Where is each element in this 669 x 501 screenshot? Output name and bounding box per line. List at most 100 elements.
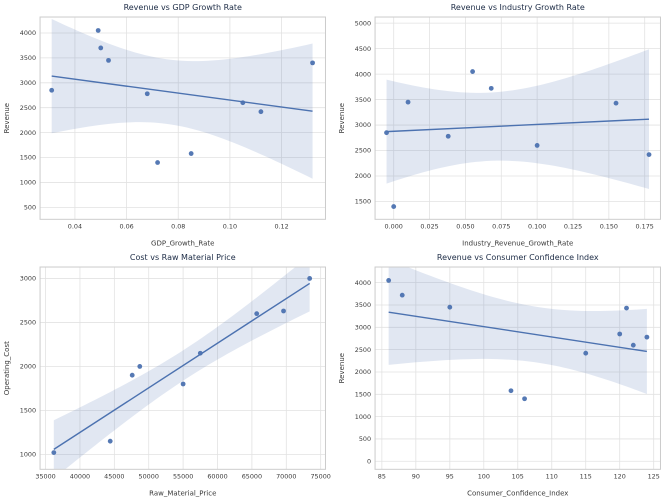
x-tick-label: 0.150 — [599, 222, 617, 230]
chart-canvas: 0.000 0.025 0.050 0.075 0.100 0.125 0.150 0.175… — [335, 0, 669, 250]
y-tick-label: 3000 — [354, 324, 370, 332]
x-tick-label: 0.12 — [274, 222, 288, 230]
y-tick-label: 1000 — [20, 451, 36, 459]
x-axis-label: GDP_Growth_Rate — [151, 238, 214, 247]
data-point — [470, 69, 475, 74]
data-point — [624, 306, 629, 311]
x-tick-label: 60000 — [207, 473, 227, 481]
x-tick-label: 0.08 — [171, 222, 185, 230]
data-point — [630, 343, 635, 348]
x-tick-label: 0.050 — [456, 222, 474, 230]
x-tick-label: 125 — [647, 473, 659, 481]
x-tick-label: 0.100 — [527, 222, 545, 230]
x-tick-label: 0.10 — [223, 222, 237, 230]
data-point — [646, 152, 651, 157]
y-tick-label: 3500 — [20, 54, 36, 62]
y-tick-label: 2500 — [20, 319, 36, 327]
y-tick-label: 3000 — [20, 275, 36, 283]
data-point — [108, 439, 113, 444]
y-tick-label: 3500 — [354, 302, 370, 310]
y-tick-label: 4000 — [20, 29, 36, 37]
data-point — [583, 351, 588, 356]
y-tick-label: 2000 — [20, 363, 36, 371]
x-axis-label: Industry_Revenue_Growth_Rate — [462, 238, 573, 247]
y-tick-label: 2000 — [354, 369, 370, 377]
x-tick-label: 0.175 — [635, 222, 653, 230]
y-tick-label: 1500 — [354, 198, 370, 206]
data-point — [488, 86, 493, 91]
data-point — [98, 46, 103, 51]
x-tick-label: 70000 — [276, 473, 296, 481]
x-tick-label: 95 — [445, 473, 453, 481]
data-point — [445, 134, 450, 139]
x-tick-label: 0.06 — [119, 222, 133, 230]
data-point — [254, 312, 259, 317]
y-tick-label: 1000 — [354, 413, 370, 421]
y-tick-label: 4000 — [354, 70, 370, 78]
data-point — [613, 101, 618, 106]
data-point — [310, 60, 315, 65]
y-tick-label: 2500 — [20, 104, 36, 112]
y-tick-label: 5000 — [354, 19, 370, 27]
data-point — [534, 143, 539, 148]
y-tick-label: 2500 — [354, 346, 370, 354]
data-point — [49, 88, 54, 93]
x-tick-label: 100 — [477, 473, 489, 481]
y-axis-label: Revenue — [337, 103, 346, 133]
y-tick-label: 3500 — [354, 96, 370, 104]
x-tick-label: 90 — [411, 473, 419, 481]
data-point — [106, 58, 111, 63]
y-tick-label: 2000 — [20, 129, 36, 137]
chart-revenue-vs-industry-growth: 0.000 0.025 0.050 0.075 0.100 0.125 0.150 0.175… — [335, 0, 669, 250]
y-tick-label: 500 — [358, 436, 370, 444]
y-tick-label: 1500 — [20, 407, 36, 415]
data-point — [405, 100, 410, 105]
x-tick-label: 0.04 — [68, 222, 82, 230]
data-point — [617, 332, 622, 337]
x-tick-label: 0.125 — [563, 222, 581, 230]
y-axis-label: Revenue — [2, 103, 11, 133]
x-tick-label: 40000 — [70, 473, 90, 481]
y-tick-label: 1500 — [20, 154, 36, 162]
y-tick-label: 4500 — [354, 45, 370, 53]
x-axis-label: Raw_Material_Price — [149, 489, 216, 498]
x-tick-label: 110 — [545, 473, 557, 481]
data-point — [259, 109, 264, 114]
y-tick-label: 2000 — [354, 172, 370, 180]
data-point — [240, 100, 245, 105]
chart-title: Revenue vs GDP Growth Rate — [124, 3, 242, 12]
y-tick-label: 3000 — [20, 79, 36, 87]
x-tick-label: 75000 — [310, 473, 330, 481]
data-point — [391, 204, 396, 209]
x-tick-label: 55000 — [173, 473, 193, 481]
data-point — [189, 151, 194, 156]
y-tick-label: 0 — [366, 458, 370, 466]
data-point — [145, 91, 150, 96]
x-tick-label: 0.025 — [420, 222, 438, 230]
y-axis-label: Operating_Cost — [2, 341, 11, 395]
y-tick-label: 2500 — [354, 147, 370, 155]
x-tick-label: 65000 — [242, 473, 262, 481]
y-tick-label: 3000 — [354, 121, 370, 129]
data-point — [130, 373, 135, 378]
y-axis-label: Revenue — [337, 353, 346, 383]
x-tick-label: 120 — [613, 473, 625, 481]
x-tick-label: 0.000 — [384, 222, 402, 230]
data-point — [522, 397, 527, 402]
data-point — [644, 335, 649, 340]
data-point — [51, 451, 56, 456]
x-axis-label: Consumer_Confidence_Index — [467, 489, 568, 498]
data-point — [198, 351, 203, 356]
x-tick-label: 115 — [579, 473, 591, 481]
data-point — [137, 364, 142, 369]
data-point — [281, 309, 286, 314]
x-tick-label: 0.075 — [492, 222, 510, 230]
data-point — [96, 28, 101, 33]
x-tick-label: 35000 — [35, 473, 55, 481]
